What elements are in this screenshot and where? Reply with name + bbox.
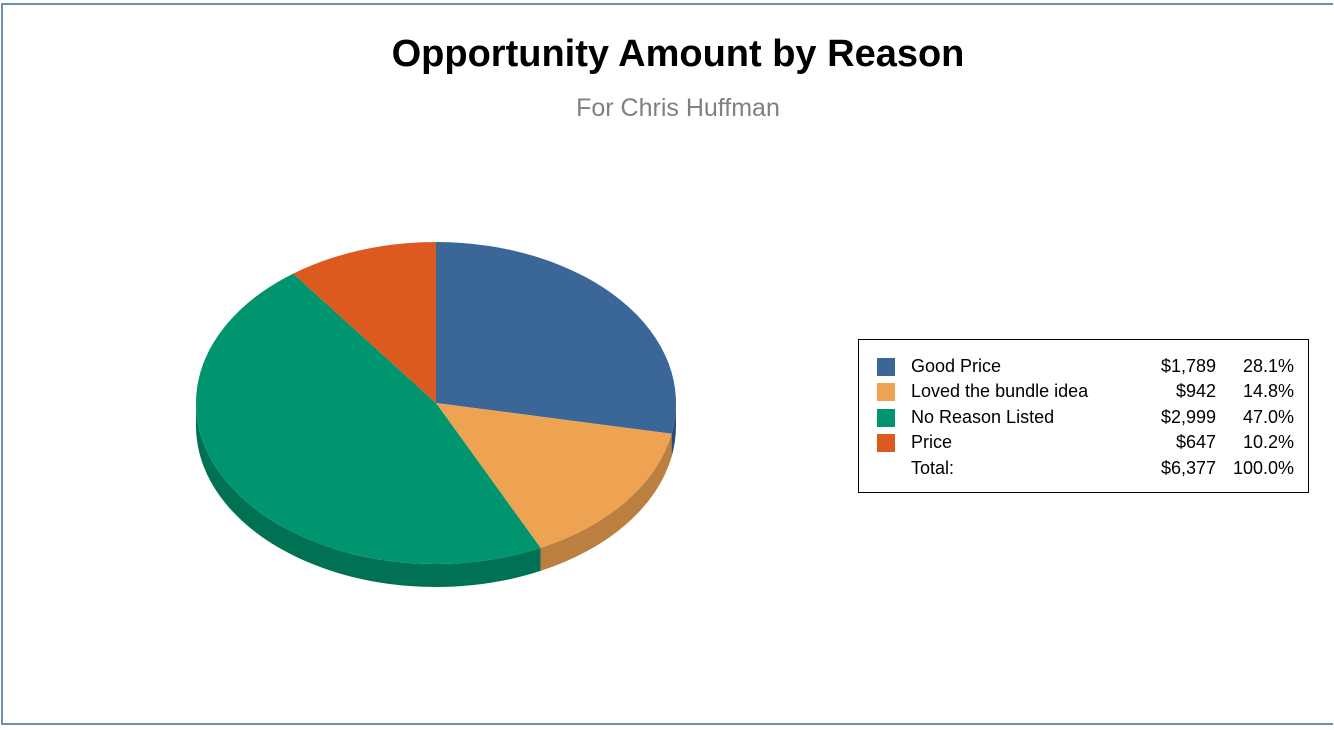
legend-item-good-price: Good Price $1,789 28.1% [859, 356, 1308, 378]
legend-percent: 47.0% [1242, 407, 1294, 427]
legend-label: No Reason Listed [911, 407, 1055, 427]
legend-swatch [877, 434, 895, 452]
legend-swatch [877, 383, 895, 401]
legend-amount: $1,789 [1160, 356, 1216, 376]
legend-total: Total: $6,377 100.0% [859, 458, 1308, 480]
legend-percent: 28.1% [1242, 356, 1294, 376]
pie-side-no-reason-listed [196, 403, 541, 587]
chart-title: Opportunity Amount by Reason [391, 33, 965, 75]
chart-legend: Good Price $1,789 28.1% Loved the bundle… [858, 339, 1309, 493]
legend-label: Price [911, 432, 953, 452]
chart-subtitle: For Chris Huffman [576, 94, 780, 122]
legend-total-percent: 100.0% [1232, 458, 1294, 478]
pie-side-good-price [671, 403, 676, 457]
legend-percent: 10.2% [1242, 432, 1294, 452]
pie-slice-good-price [436, 242, 676, 434]
legend-percent: 14.8% [1242, 381, 1294, 401]
legend-amount: $2,999 [1160, 407, 1216, 427]
pie-slice-price [293, 242, 436, 403]
pie-side-loved-the-bundle-idea [540, 433, 672, 571]
legend-item-no-reason-listed: No Reason Listed $2,999 47.0% [859, 407, 1308, 429]
legend-label: Good Price [911, 356, 1002, 376]
legend-total-label: Total: [911, 458, 955, 478]
legend-item-price: Price $647 10.2% [859, 432, 1308, 454]
pie-slices [196, 242, 676, 564]
legend-total-amount: $6,377 [1160, 458, 1216, 478]
legend-amount: $647 [1175, 432, 1216, 452]
legend-swatch [877, 409, 895, 427]
legend-label: Loved the bundle idea [911, 381, 1089, 401]
pie-slice-no-reason-listed [196, 273, 541, 564]
legend-swatch [877, 358, 895, 376]
legend-item-loved-the-bundle-idea: Loved the bundle idea $942 14.8% [859, 381, 1308, 403]
legend-amount: $942 [1175, 381, 1216, 401]
pie-slice-loved-the-bundle-idea [436, 403, 672, 548]
pie-depth [196, 403, 676, 587]
